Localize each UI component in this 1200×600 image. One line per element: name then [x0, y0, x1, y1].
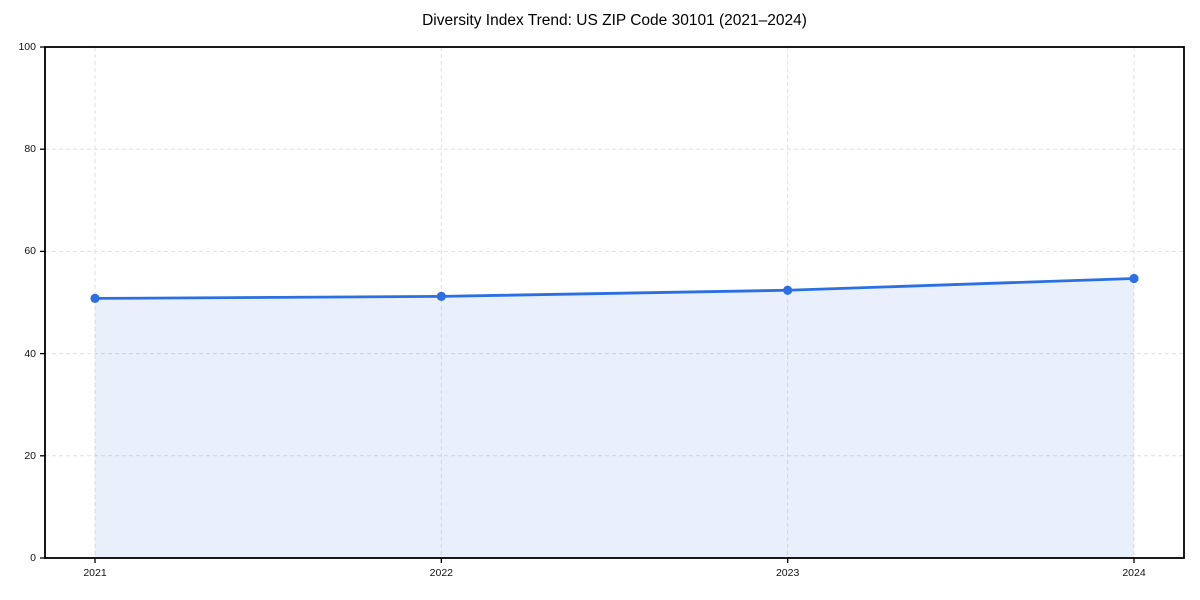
data-point-marker — [1129, 273, 1139, 284]
x-tick-label: 2021 — [83, 567, 107, 579]
y-tick-label: 60 — [24, 245, 36, 258]
area-fill — [95, 278, 1134, 558]
data-point-marker — [783, 285, 793, 295]
y-tick-label: 40 — [24, 347, 36, 360]
y-tick-label: 20 — [24, 449, 36, 462]
data-point-marker — [90, 293, 100, 304]
plot-border — [44, 46, 1185, 559]
trend-line — [93, 277, 1136, 300]
data-point-marker — [436, 291, 446, 301]
x-tick-label: 2023 — [775, 567, 800, 579]
x-tick-label: 2024 — [1122, 567, 1146, 579]
chart-title: Diversity Index Trend: US ZIP Code 30101… — [422, 12, 807, 29]
y-tick-label: 100 — [18, 41, 36, 53]
y-tick-label: 80 — [24, 143, 36, 156]
y-tick-label: 0 — [30, 552, 36, 564]
x-tick-label: 2022 — [429, 567, 453, 579]
